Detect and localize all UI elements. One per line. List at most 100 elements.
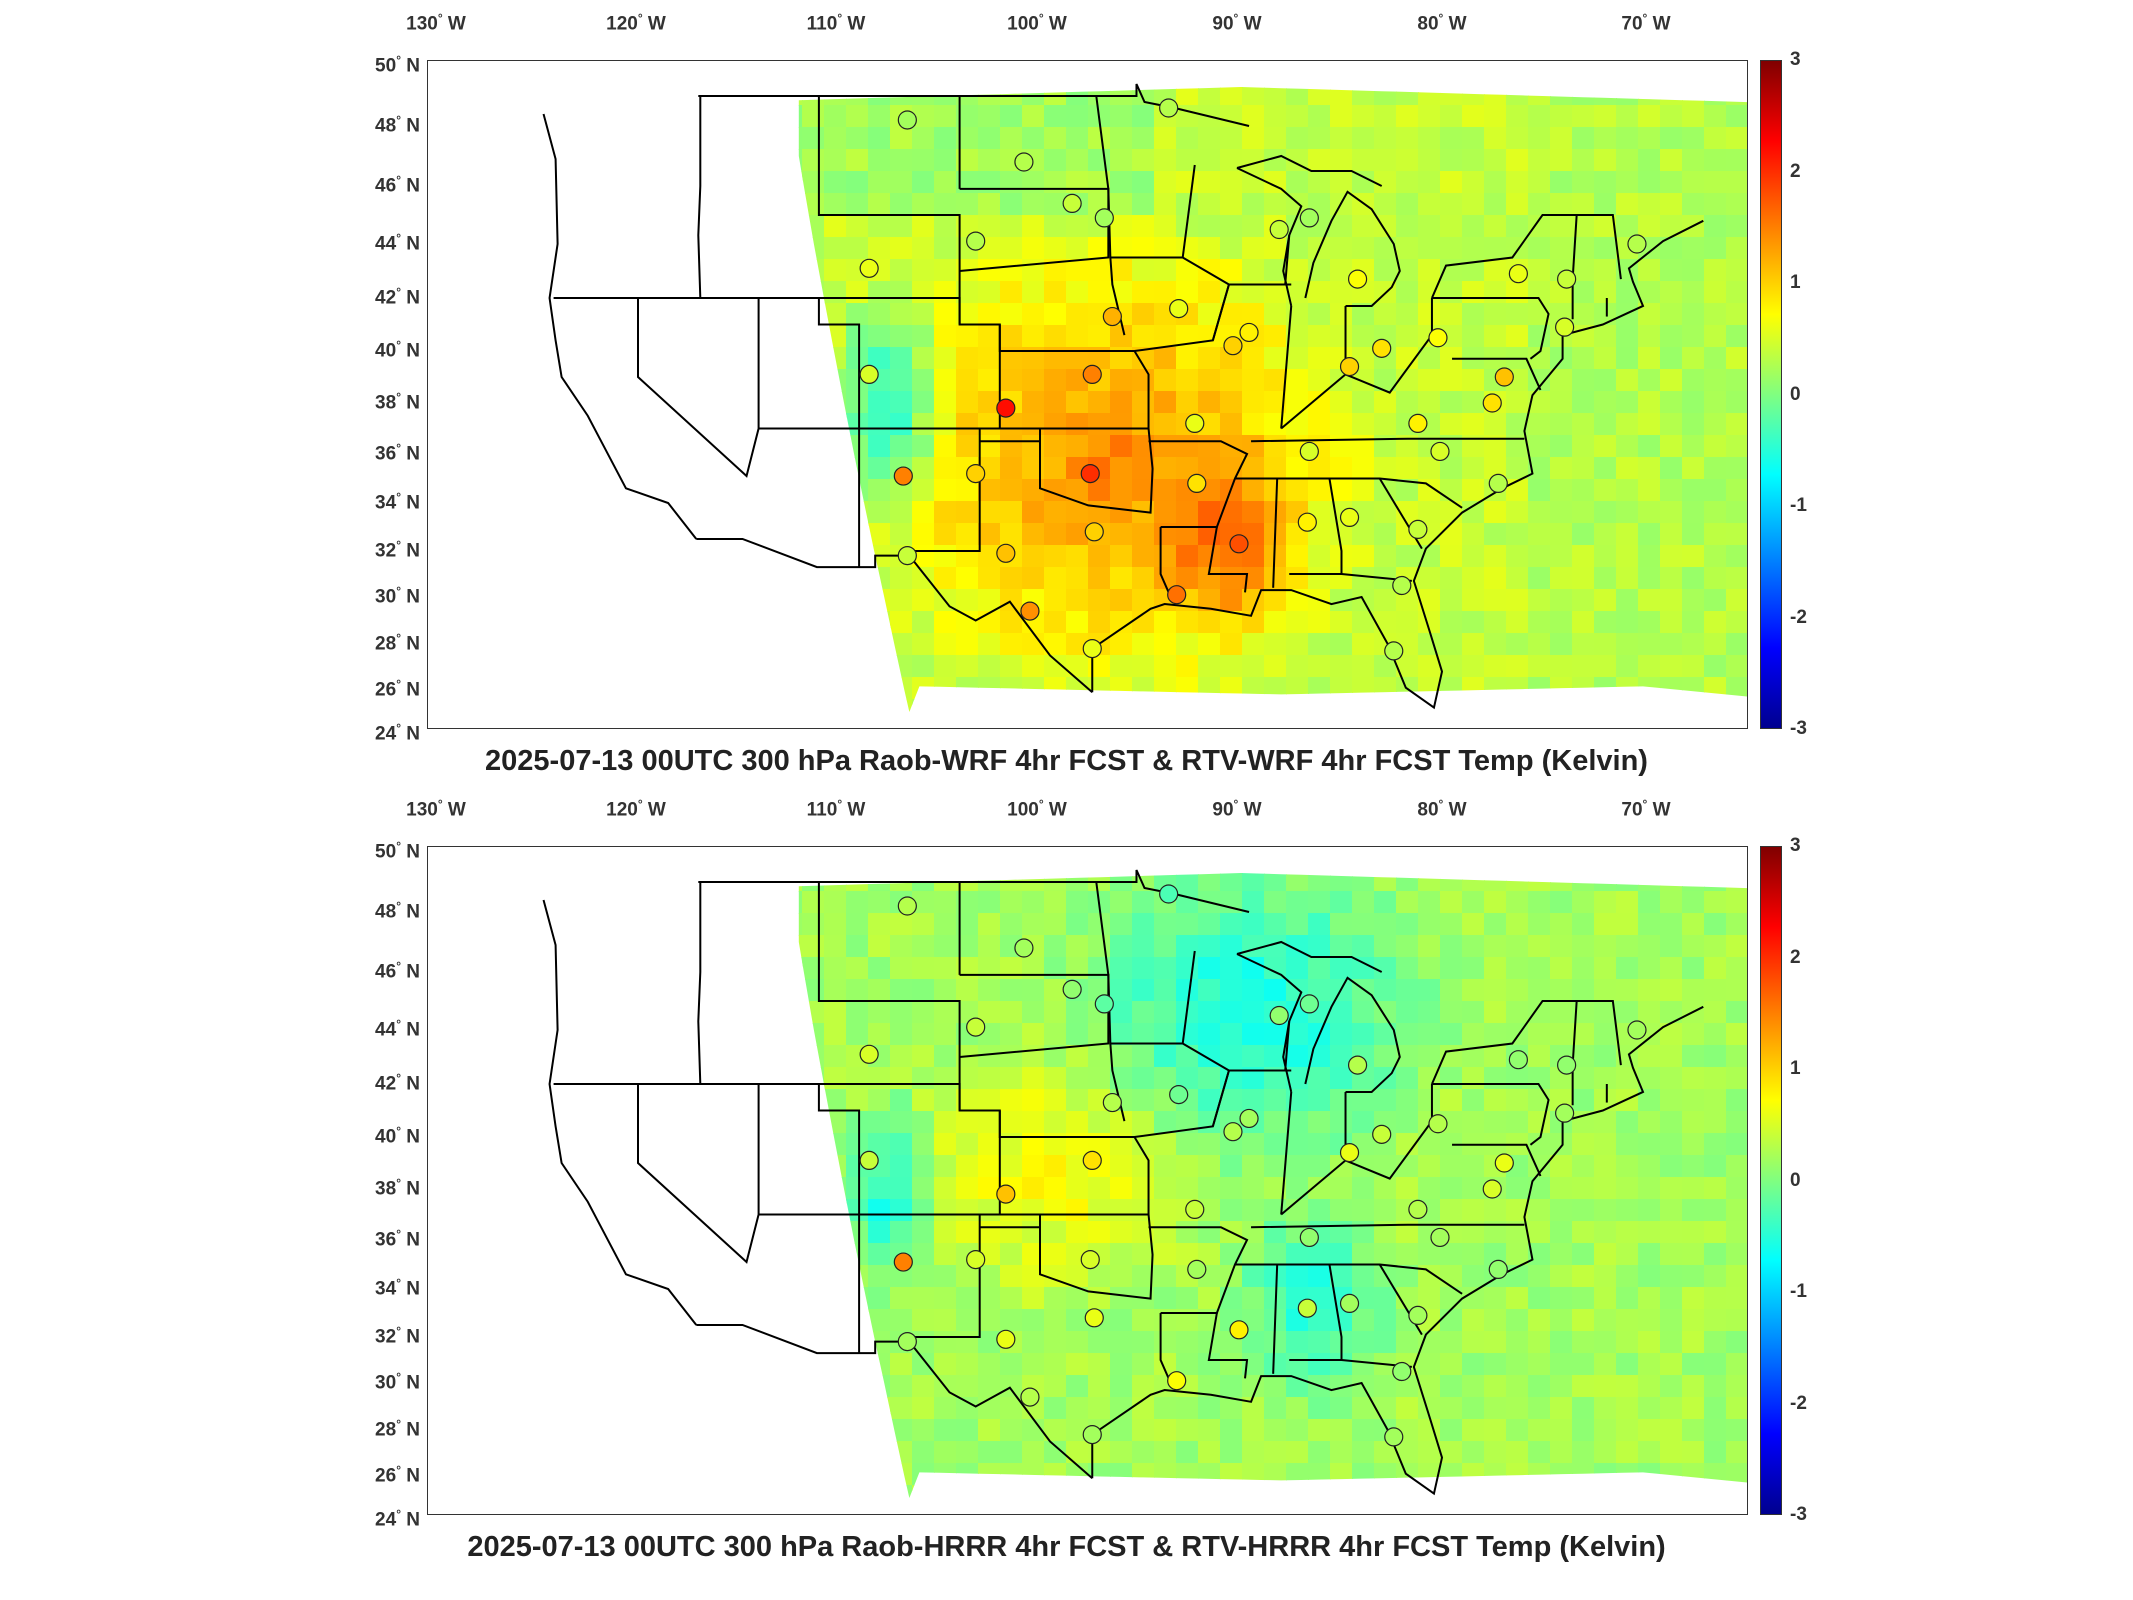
field-cell bbox=[846, 979, 869, 1002]
field-cell bbox=[1088, 567, 1111, 590]
field-cell bbox=[1088, 1397, 1111, 1420]
boundary-line bbox=[979, 1213, 1154, 1300]
field-cell bbox=[1616, 149, 1639, 172]
field-cell bbox=[824, 61, 847, 84]
field-cell bbox=[1330, 1507, 1353, 1515]
field-cell bbox=[1330, 1397, 1353, 1420]
field-cell bbox=[582, 1463, 605, 1486]
field-cell bbox=[1022, 1463, 1045, 1486]
field-cell bbox=[648, 935, 671, 958]
field-cell bbox=[472, 1353, 495, 1376]
field-cell bbox=[1462, 479, 1485, 502]
field-cell bbox=[1484, 87, 1507, 106]
field-cell bbox=[1396, 1287, 1419, 1310]
boundary-lines bbox=[542, 869, 1704, 1496]
field-cell bbox=[494, 1397, 517, 1420]
field-cell bbox=[692, 1243, 715, 1266]
field-cell bbox=[714, 1177, 737, 1200]
field-cell bbox=[1682, 391, 1705, 414]
field-cell bbox=[472, 677, 495, 700]
field-cell bbox=[1682, 501, 1705, 524]
field-cell bbox=[1550, 957, 1573, 980]
field-cell bbox=[582, 611, 605, 634]
field-cell bbox=[824, 1353, 847, 1376]
field-cell bbox=[1110, 325, 1133, 348]
field-cell bbox=[868, 1419, 891, 1442]
field-cell bbox=[1220, 1155, 1243, 1178]
field-cell bbox=[798, 1111, 803, 1134]
station-marker bbox=[1339, 1293, 1360, 1313]
field-cell bbox=[1374, 1375, 1397, 1398]
field-cell bbox=[978, 935, 1001, 958]
field-cell bbox=[868, 457, 891, 480]
field-cell bbox=[1682, 435, 1705, 458]
field-cell bbox=[1374, 149, 1397, 172]
field-cell bbox=[1396, 1397, 1419, 1420]
field-cell bbox=[1462, 847, 1485, 870]
field-cell bbox=[1132, 1199, 1155, 1222]
field-cell bbox=[1242, 347, 1265, 370]
field-cell bbox=[1000, 1221, 1023, 1244]
field-cell bbox=[1396, 1045, 1419, 1068]
field-cell bbox=[714, 83, 737, 106]
field-cell bbox=[1440, 913, 1463, 936]
field-cell bbox=[1308, 545, 1331, 568]
field-cell bbox=[1726, 1155, 1747, 1178]
field-cell bbox=[934, 1419, 957, 1442]
field-cell bbox=[1660, 87, 1683, 106]
field-cell bbox=[1594, 1221, 1617, 1244]
field-cell bbox=[1440, 237, 1463, 260]
station-marker bbox=[1339, 357, 1360, 377]
field-cell bbox=[1088, 655, 1111, 678]
field-cell bbox=[934, 281, 957, 304]
field-cell bbox=[692, 61, 715, 84]
field-cell bbox=[670, 127, 693, 150]
field-cell bbox=[1660, 633, 1683, 656]
field-cell bbox=[1638, 1441, 1661, 1464]
field-cell bbox=[956, 1331, 979, 1354]
field-cell bbox=[802, 957, 825, 980]
field-cell bbox=[934, 655, 957, 678]
station-marker bbox=[1339, 507, 1360, 527]
field-cell bbox=[1198, 957, 1221, 980]
field-cell bbox=[912, 1045, 935, 1068]
field-cell bbox=[1286, 913, 1309, 936]
field-cell bbox=[1044, 369, 1067, 392]
station-marker bbox=[1080, 1250, 1100, 1270]
field-cell bbox=[714, 259, 737, 282]
field-cell bbox=[1682, 979, 1705, 1002]
field-cell bbox=[1176, 501, 1199, 524]
field-cell bbox=[912, 1067, 935, 1090]
field-cell bbox=[604, 171, 627, 194]
field-cell bbox=[934, 369, 957, 392]
field-cell bbox=[1506, 655, 1529, 678]
field-cell bbox=[868, 873, 891, 892]
field-cell bbox=[736, 677, 759, 700]
field-cell bbox=[758, 61, 781, 84]
field-cell bbox=[1198, 1177, 1221, 1200]
boundary-line bbox=[637, 1084, 760, 1264]
field-cell bbox=[1594, 699, 1617, 712]
field-cell bbox=[1198, 721, 1221, 729]
field-cell bbox=[1286, 127, 1309, 150]
field-cell bbox=[956, 633, 979, 656]
field-cell bbox=[670, 1375, 693, 1398]
field-cell bbox=[934, 1463, 957, 1486]
field-cell bbox=[604, 259, 627, 282]
field-cell bbox=[670, 1001, 693, 1024]
field-cell bbox=[824, 1243, 847, 1266]
field-cell bbox=[798, 1397, 803, 1420]
field-cell bbox=[1022, 215, 1045, 238]
field-cell bbox=[626, 215, 649, 238]
field-cell bbox=[516, 721, 539, 729]
field-cell bbox=[1000, 1243, 1023, 1266]
field-cell bbox=[1154, 281, 1177, 304]
field-cell bbox=[538, 1507, 561, 1515]
field-cell bbox=[1462, 87, 1485, 106]
field-cell bbox=[1066, 1507, 1089, 1515]
field-cell bbox=[1594, 847, 1617, 870]
longitude-label: 80° W bbox=[1417, 797, 1467, 821]
field-cell bbox=[1110, 1441, 1133, 1464]
field-cell bbox=[1440, 1265, 1463, 1288]
field-cell bbox=[472, 215, 495, 238]
